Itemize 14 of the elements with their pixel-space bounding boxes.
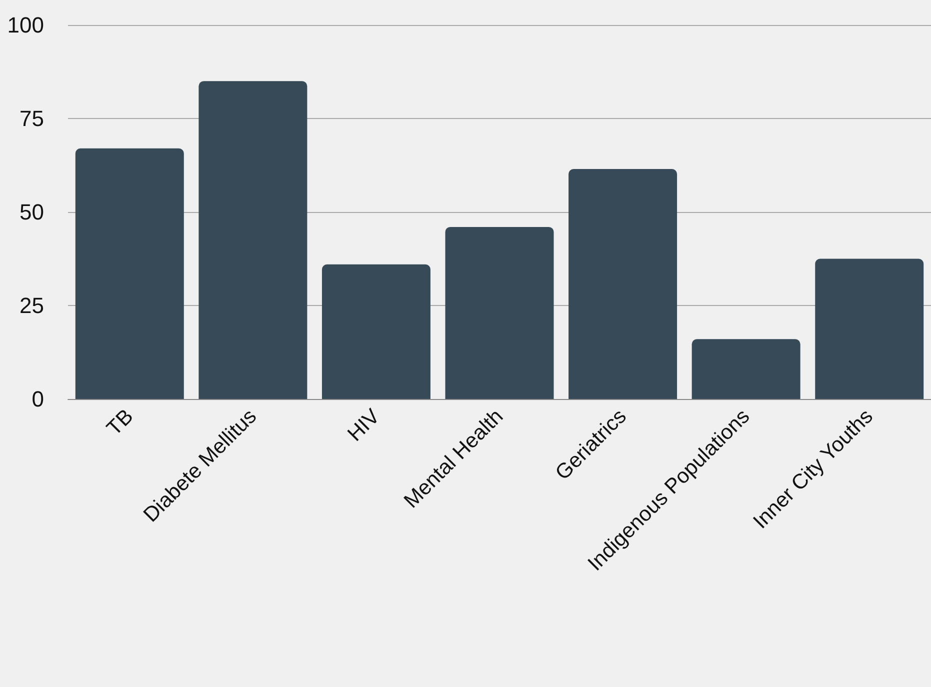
- bar: [445, 226, 554, 399]
- x-tick-label: TB: [102, 404, 138, 440]
- y-tick-label: 0: [32, 386, 44, 412]
- bar: [692, 339, 800, 399]
- y-tick-label: 100: [7, 12, 44, 38]
- x-tick-label: HIV: [343, 404, 384, 446]
- y-tick-label: 25: [20, 293, 44, 318]
- bar: [815, 258, 924, 399]
- bar: [75, 148, 184, 399]
- y-tick-label: 50: [20, 200, 44, 224]
- bar: [568, 168, 678, 399]
- y-tick-label: 75: [20, 106, 44, 131]
- bar: [198, 81, 308, 399]
- bar: [322, 264, 430, 399]
